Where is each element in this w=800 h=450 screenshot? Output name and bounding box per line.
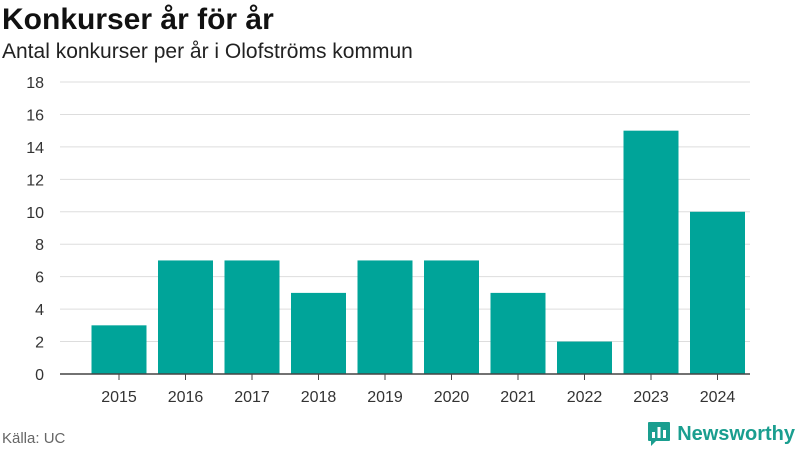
bar-2020 <box>424 260 479 374</box>
bar-2023 <box>623 130 679 374</box>
source-note: Källa: UC <box>2 430 66 447</box>
x-tick-label: 2023 <box>633 389 669 406</box>
bar-2022 <box>557 341 612 374</box>
x-axis <box>60 373 750 380</box>
bar-2021 <box>490 292 546 374</box>
y-tick-label: 14 <box>26 140 44 157</box>
y-tick-label: 8 <box>35 237 44 254</box>
bar-2019 <box>357 260 413 374</box>
y-tick-label: 4 <box>35 302 44 319</box>
bar-2016 <box>158 260 213 374</box>
x-axis-ticks: 2015 2016 2017 2018 2019 2020 2021 2022 2023 2024 <box>101 389 735 406</box>
bar-2015 <box>91 325 147 374</box>
chart-title: Konkurser år för år <box>2 3 274 36</box>
y-tick-label: 10 <box>26 205 44 222</box>
x-tick-label: 2016 <box>168 389 204 406</box>
x-tick-label: 2022 <box>567 389 603 406</box>
y-tick-label: 0 <box>35 367 44 384</box>
y-tick-label: 16 <box>26 107 44 124</box>
speech-bubble-bar-chart-icon <box>648 422 671 446</box>
bar-2018 <box>291 292 346 374</box>
x-tick-label: 2015 <box>101 389 137 406</box>
y-tick-label: 2 <box>35 335 44 352</box>
bars <box>91 130 745 374</box>
x-tick-label: 2019 <box>367 389 403 406</box>
x-tick-label: 2017 <box>234 389 270 406</box>
x-tick-label: 2020 <box>434 389 470 406</box>
brand-name: Newsworthy <box>677 422 795 445</box>
x-tick-label: 2024 <box>700 389 736 406</box>
y-tick-label: 18 <box>26 75 44 92</box>
chart-subtitle: Antal konkurser per år i Olofströms komm… <box>2 40 413 63</box>
y-tick-label: 12 <box>26 172 44 189</box>
brand-logo: Newsworthy <box>647 419 795 449</box>
y-tick-label: 6 <box>35 270 44 287</box>
x-tick-label: 2021 <box>500 389 536 406</box>
bar-2024 <box>690 211 745 374</box>
x-tick-label: 2018 <box>301 389 337 406</box>
bar-2017 <box>224 260 280 374</box>
y-axis-ticks: 0 2 4 6 8 10 12 14 16 18 <box>26 75 44 384</box>
